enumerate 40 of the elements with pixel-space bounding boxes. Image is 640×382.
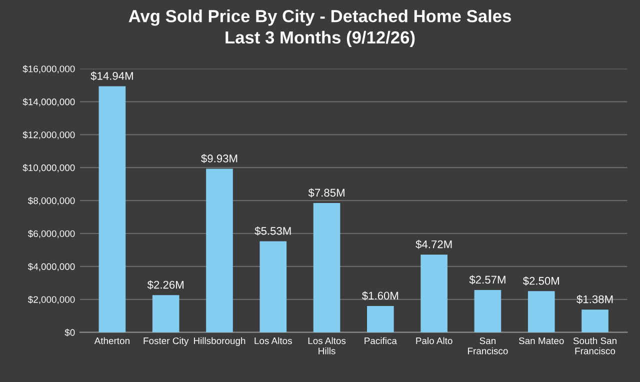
y-tick-label: $8,000,000: [28, 196, 75, 206]
chart-title: Avg Sold Price By City - Detached Home Sales Last 3 Months (9/12/26): [128, 10, 511, 48]
y-tick-label: $6,000,000: [28, 230, 75, 238]
y-tick-label: $2,000,000: [28, 296, 75, 304]
bar: [98, 86, 126, 332]
data-label: $9.93M: [201, 154, 238, 164]
bar: [582, 310, 608, 332]
bar: [367, 306, 394, 332]
bar: [152, 295, 180, 332]
bar: [206, 168, 233, 332]
data-label: $14.94M: [90, 72, 133, 81]
data-label: $5.53M: [254, 226, 291, 236]
x-tick-label: San Mateo: [518, 337, 564, 344]
bar: [313, 203, 340, 332]
y-tick-label: $12,000,000: [22, 131, 75, 140]
x-tick-label: Palo Alto: [416, 337, 452, 344]
data-label: $2.26M: [147, 280, 184, 290]
data-label: $2.50M: [522, 276, 559, 286]
bar: [528, 291, 555, 332]
y-tick-label: $14,000,000: [22, 98, 75, 106]
x-tick-label: San Francisco: [468, 337, 508, 354]
bar: [474, 290, 502, 332]
x-tick-label: Los Altos: [254, 337, 292, 344]
bar: [420, 254, 448, 332]
y-tick-label: $0: [64, 328, 75, 336]
data-label: $4.72M: [416, 240, 452, 249]
data-label: $7.85M: [308, 188, 344, 198]
y-tick-label: $16,000,000: [22, 65, 75, 74]
x-tick-label: Atherton: [94, 337, 130, 344]
y-tick-label: $10,000,000: [22, 164, 75, 172]
x-tick-label: Pacifica: [364, 337, 397, 344]
data-label: $2.57M: [469, 275, 506, 284]
data-label: $1.60M: [362, 291, 398, 300]
x-tick-label: South San Francisco: [573, 337, 616, 354]
y-tick-label: $4,000,000: [28, 262, 75, 272]
x-tick-label: Los Altos Hills: [308, 337, 346, 354]
bar: [260, 241, 287, 332]
x-tick-label: Foster City: [144, 337, 189, 346]
data-label: $1.38M: [576, 294, 613, 304]
x-tick-label: Hillsborough: [194, 337, 246, 346]
